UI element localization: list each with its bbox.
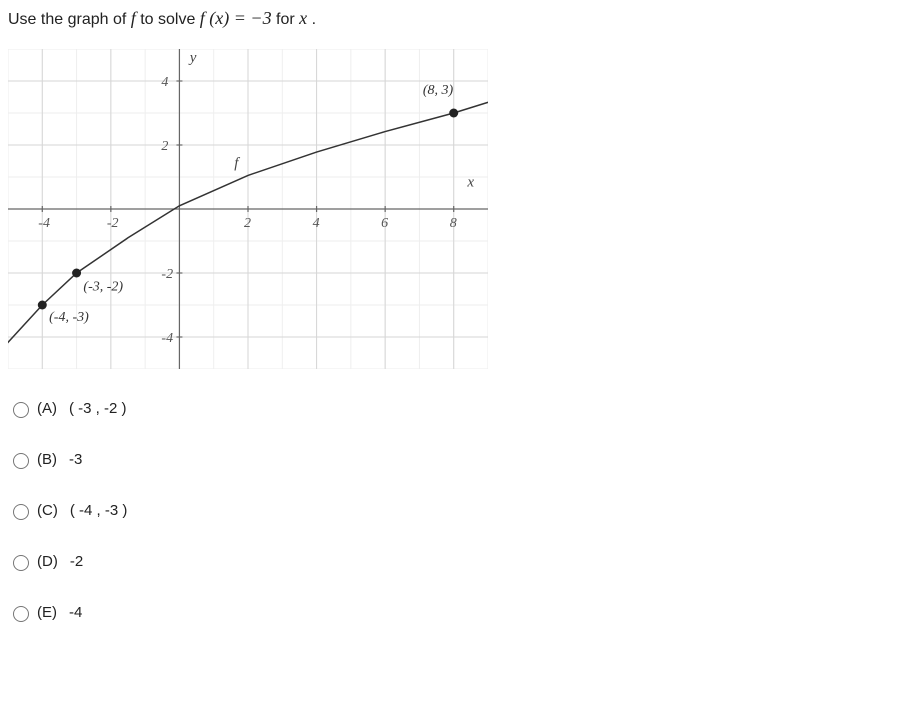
svg-text:-2: -2 (161, 267, 173, 282)
svg-text:2: 2 (161, 139, 168, 154)
svg-text:4: 4 (161, 75, 168, 90)
option-a-letter: (A) (37, 400, 57, 417)
option-a[interactable]: (A) ( -3 , -2 ) (8, 399, 891, 418)
svg-text:-4: -4 (161, 331, 173, 346)
question-text: Use the graph of f to solve f (x) = −3 f… (8, 8, 891, 29)
svg-text:f: f (234, 155, 240, 171)
option-b[interactable]: (B) -3 (8, 450, 891, 469)
option-e[interactable]: (E) -4 (8, 603, 891, 622)
svg-text:(-4, -3): (-4, -3) (49, 310, 89, 325)
q-eq: = −3 (229, 8, 271, 28)
option-d-radio[interactable] (13, 555, 29, 571)
option-d[interactable]: (D) -2 (8, 552, 891, 571)
svg-text:-2: -2 (107, 216, 119, 231)
graph-container: -4 -2 2 4 6 8 -4 -2 2 4 x y f (8, 3) (-3, -2) (-4, -3) (8, 49, 488, 369)
svg-text:6: 6 (381, 216, 388, 231)
option-e-letter: (E) (37, 604, 57, 621)
svg-text:2: 2 (244, 216, 251, 231)
option-c-text: ( -4 , -3 ) (70, 502, 128, 519)
q-prefix: Use the graph of (8, 11, 131, 28)
svg-text:(-3, -2): (-3, -2) (83, 280, 123, 295)
option-b-letter: (B) (37, 451, 57, 468)
option-c[interactable]: (C) ( -4 , -3 ) (8, 501, 891, 520)
option-b-radio[interactable] (13, 453, 29, 469)
option-e-radio[interactable] (13, 606, 29, 622)
q-mid2: for (272, 11, 300, 28)
option-a-text: ( -3 , -2 ) (69, 400, 127, 417)
q-x: x (299, 8, 307, 28)
option-d-letter: (D) (37, 553, 58, 570)
q-mid1: to solve (136, 11, 200, 28)
svg-text:x: x (466, 175, 474, 191)
option-c-radio[interactable] (13, 504, 29, 520)
option-a-radio[interactable] (13, 402, 29, 418)
svg-text:-4: -4 (38, 216, 50, 231)
q-fx: f (x) (200, 8, 229, 28)
svg-text:y: y (188, 50, 197, 66)
svg-text:4: 4 (313, 216, 320, 231)
option-e-text: -4 (69, 604, 82, 621)
option-b-text: -3 (69, 451, 82, 468)
svg-text:(8, 3): (8, 3) (423, 83, 454, 98)
graph-svg: -4 -2 2 4 6 8 -4 -2 2 4 x y f (8, 3) (-3, -2) (-4, -3) (8, 49, 488, 369)
svg-text:8: 8 (450, 216, 457, 231)
option-c-letter: (C) (37, 502, 58, 519)
option-d-text: -2 (70, 553, 83, 570)
q-suffix: . (307, 11, 316, 28)
options-list: (A) ( -3 , -2 ) (B) -3 (C) ( -4 , -3 ) (… (8, 399, 891, 622)
